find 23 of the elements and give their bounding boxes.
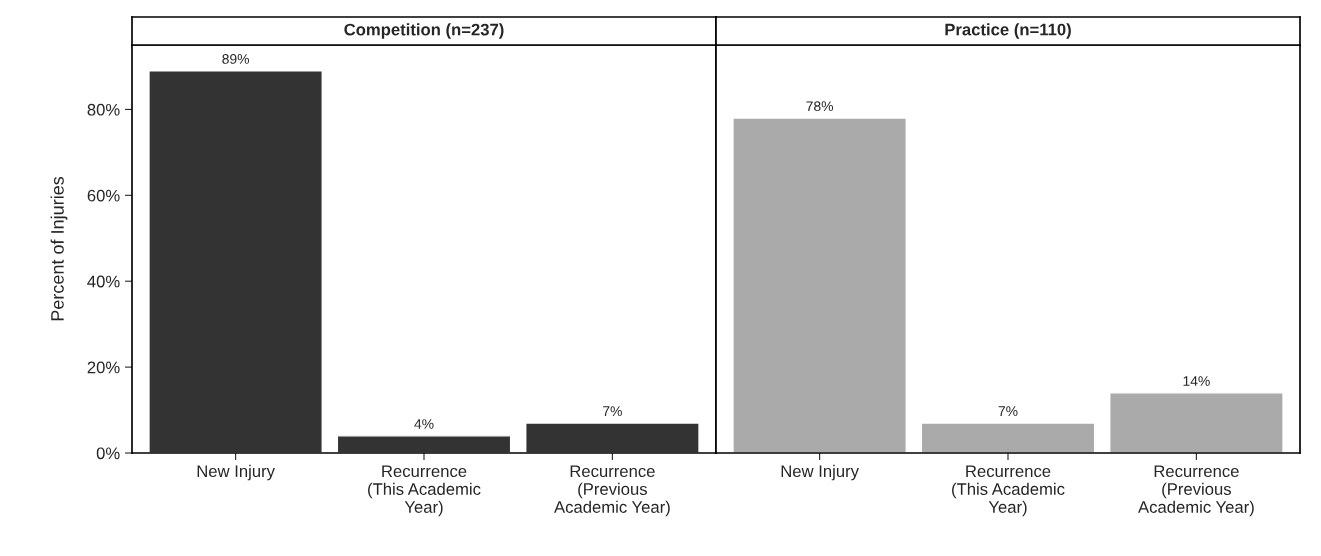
bar [148,70,323,453]
x-tick-label: New Injury [781,464,859,481]
x-tick-label: Recurrence (This Academic Year) [952,465,1065,517]
data-label: 89% [222,54,250,64]
chart-title: Practice (n=110) [945,23,1071,39]
data-label: 4% [414,419,434,429]
x-tick-label: New Injury [197,464,275,481]
data-label: 78% [806,101,834,112]
data-label: 7% [603,406,622,416]
y-axis-title: Percent of Injuries [50,176,68,321]
x-tick-label: Recurrence (This Academic Year) [368,465,481,517]
y-tick-label: 60% [87,189,120,202]
data-label: 14% [1183,376,1210,386]
x-tick-label: Recurrence (Previous Academic Year) [554,465,670,517]
y-tick-label: 0% [96,447,120,460]
y-tick-label: 40% [87,275,120,288]
x-tick-label: Recurrence (Previous Academic Year) [1138,465,1254,517]
data-label: 7% [998,406,1018,416]
y-tick-label: 80% [87,103,120,116]
bar [525,422,700,453]
chart-title: Competition (n=237) [344,23,504,39]
y-tick-label: 20% [87,361,120,374]
bar [336,435,512,453]
